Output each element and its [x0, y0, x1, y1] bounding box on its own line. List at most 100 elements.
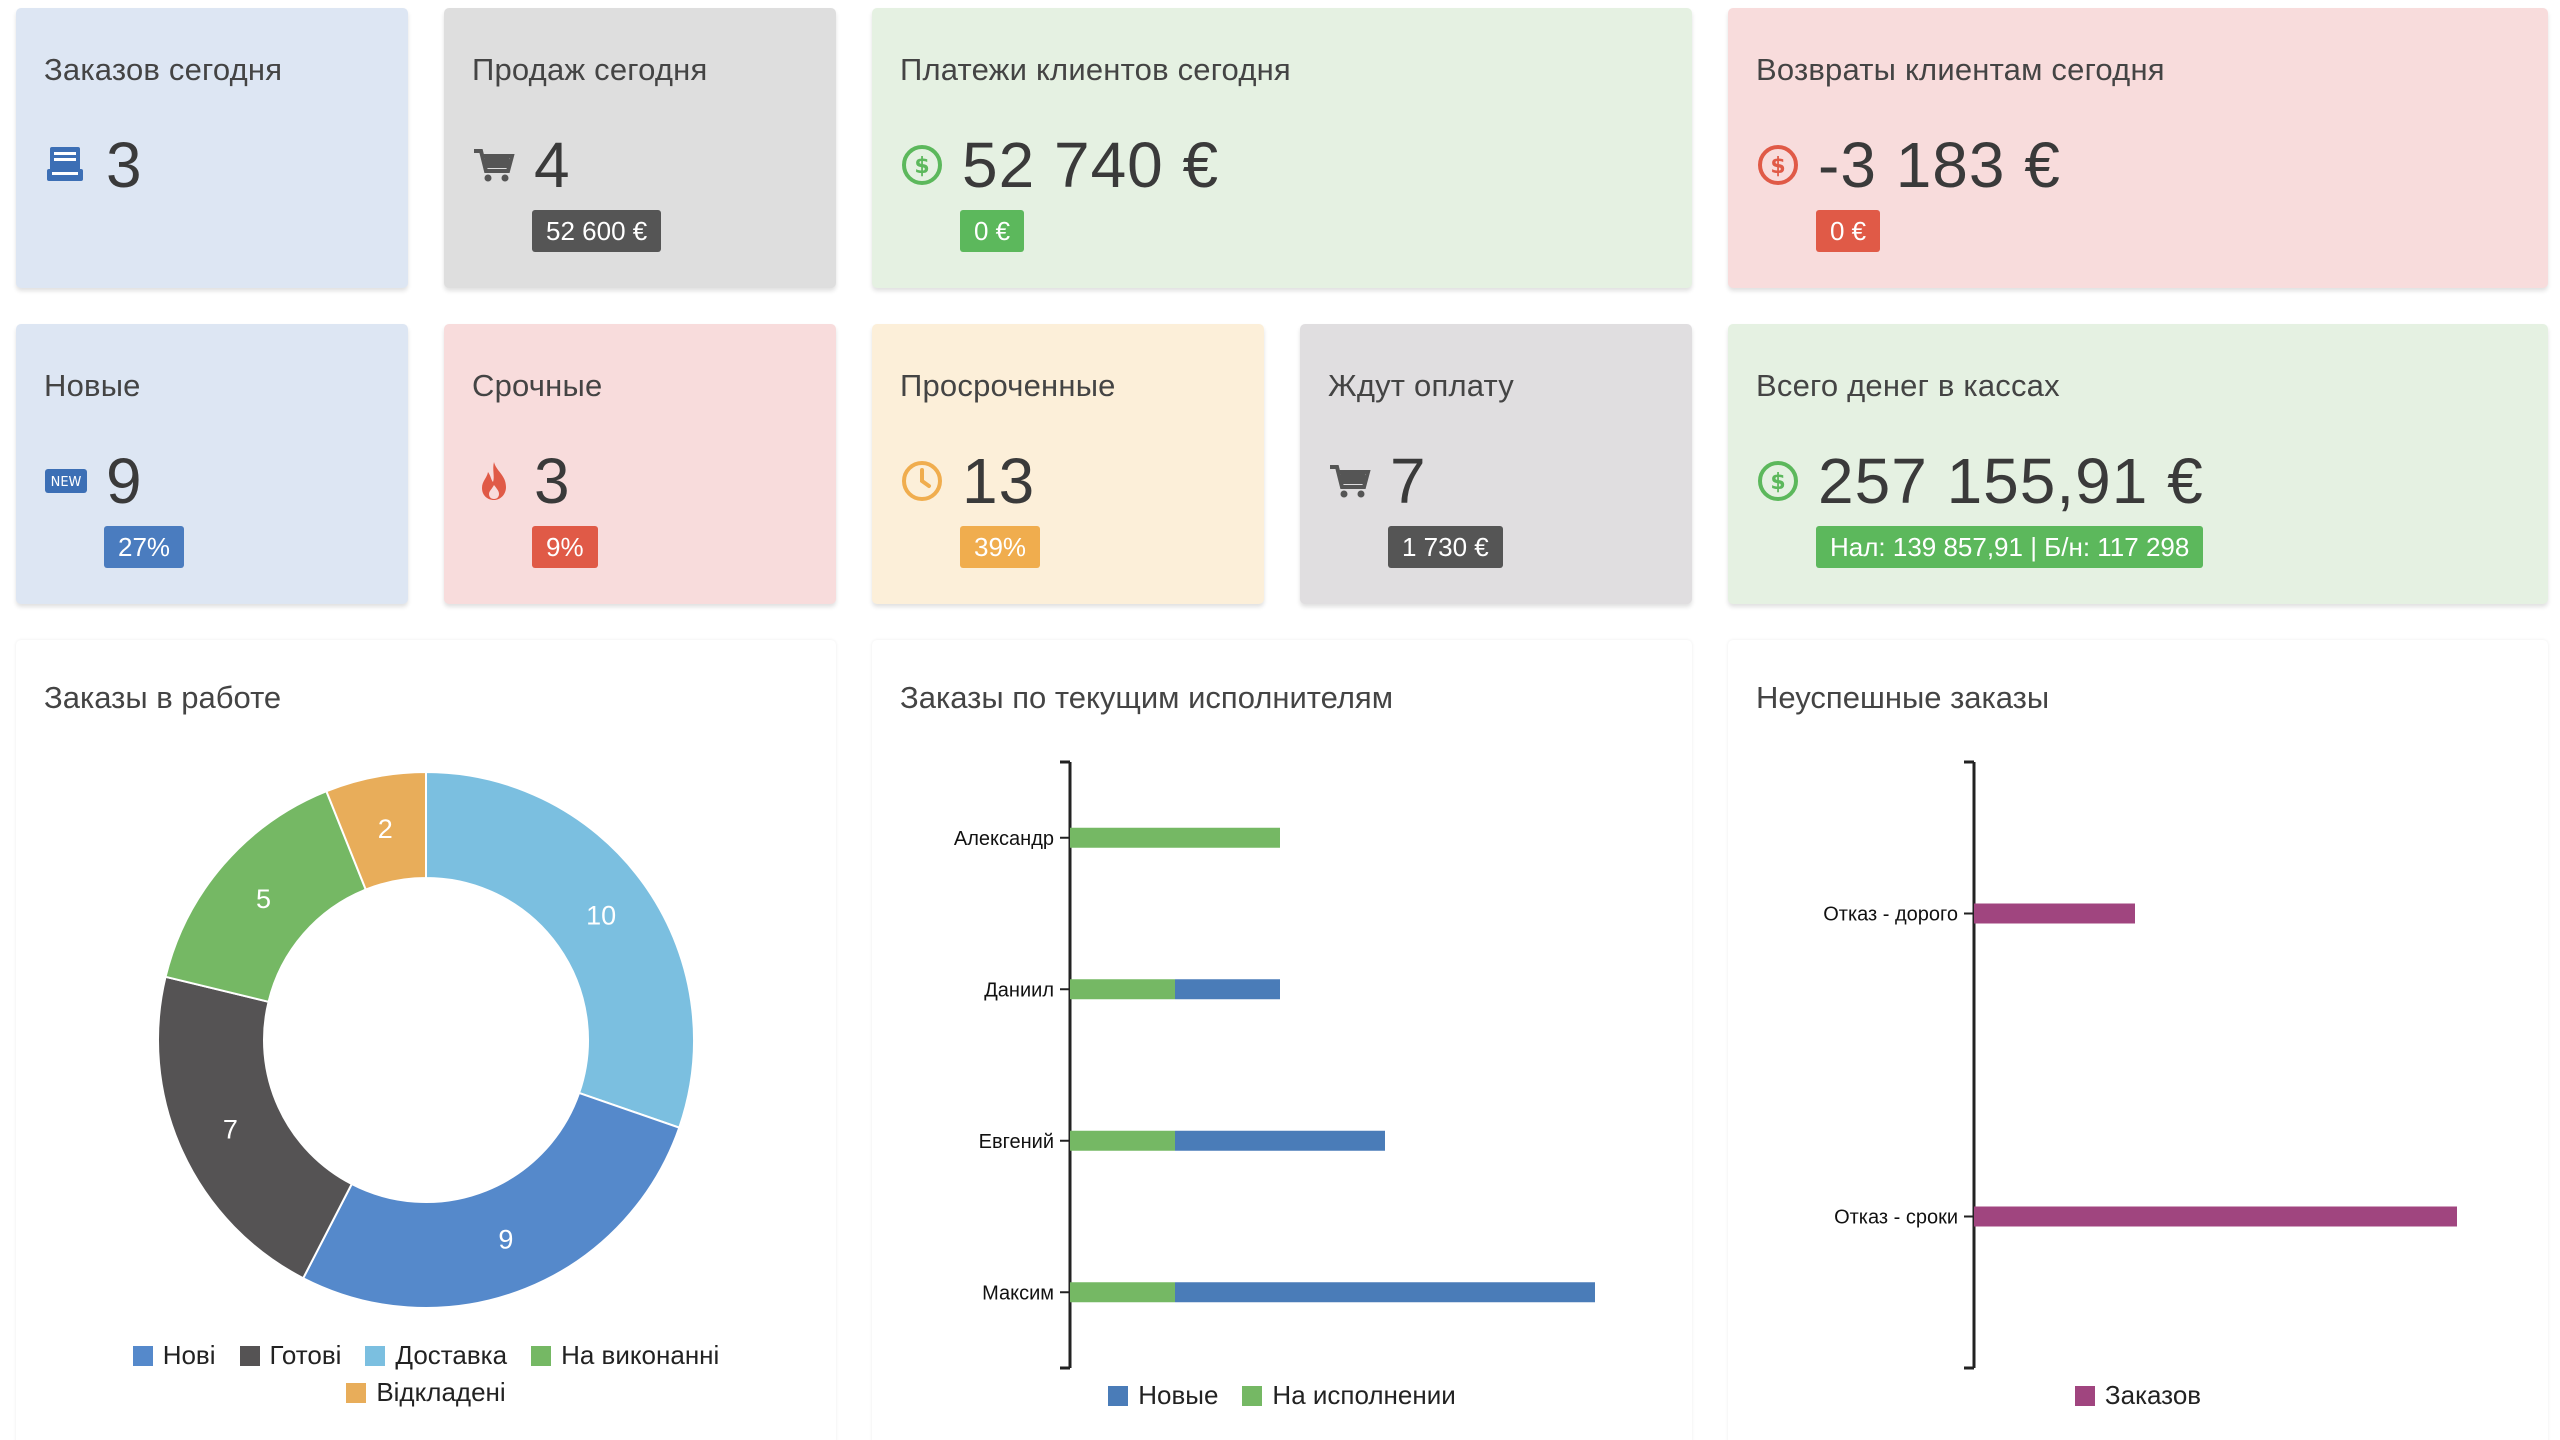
card-badge: 52 600 €	[532, 210, 662, 252]
donut-slice-label: 5	[256, 884, 271, 914]
card-client-payments-today[interactable]: Платежи клиентов сегодня $ 52 740 € 0 €	[872, 8, 1692, 288]
y-tick-label: Отказ - дорого	[1823, 904, 1958, 926]
card-awaiting-payment[interactable]: Ждут оплату 7 1 730 €	[1300, 324, 1692, 604]
card-badge: 27%	[104, 526, 185, 568]
failed-legend-item[interactable]: Заказов	[2074, 1380, 2202, 1411]
card-badge: 0 €	[1816, 210, 1881, 252]
failed-bar-chart: Отказ - дорого Отказ - сроки	[1823, 760, 2457, 1370]
legend-label: Готові	[269, 1340, 342, 1370]
card-value: 3	[106, 129, 143, 201]
bar[interactable]	[1974, 1206, 2457, 1227]
donut-legend-item[interactable]: Нові	[132, 1340, 216, 1371]
new-tag-icon: NEW	[44, 459, 88, 503]
card-value: 257 155,91 €	[1818, 445, 2204, 517]
legend-label: Новые	[1138, 1380, 1219, 1410]
card-value: -3 183 €	[1818, 129, 2061, 201]
donut-legend-item[interactable]: На виконанні	[531, 1340, 719, 1371]
card-title: Возвраты клиентам сегодня	[1756, 52, 2165, 87]
legend-label: Відкладені	[376, 1377, 506, 1407]
new-tag-text: NEW	[51, 475, 82, 490]
y-tick-label: Максим	[982, 1282, 1054, 1304]
card-badge: 39%	[960, 526, 1041, 568]
donut-slice-label: 2	[378, 814, 393, 844]
bar-segment[interactable]	[1175, 979, 1280, 1000]
donut-legend: Нові Готові Доставка На виконанні Відкладені	[16, 1340, 836, 1408]
card-value: 4	[534, 129, 571, 201]
card-orders-today[interactable]: Заказов сегодня 3	[16, 8, 408, 288]
y-tick-label: Александр	[954, 828, 1054, 850]
donut-legend-item[interactable]: Відкладені	[346, 1377, 506, 1408]
bar-segment[interactable]	[1070, 1282, 1175, 1303]
panel-orders-by-assignee: Заказы по текущим исполнителям Александр…	[872, 640, 1692, 1440]
legend-swatch	[1242, 1385, 1263, 1406]
dollar-circle-icon: $	[1756, 143, 1800, 187]
svg-text:$: $	[914, 154, 929, 179]
card-title: Платежи клиентов сегодня	[900, 52, 1291, 87]
card-title: Продаж сегодня	[472, 52, 708, 87]
card-badge: 1 730 €	[1388, 526, 1503, 568]
card-badge: 9%	[532, 526, 598, 568]
svg-text:$: $	[1770, 470, 1785, 495]
donut-legend-item[interactable]: Готові	[239, 1340, 342, 1371]
failed-legend: Заказов	[1728, 1380, 2548, 1411]
cart-icon	[1328, 459, 1372, 503]
y-tick-label: Отказ - сроки	[1834, 1207, 1958, 1229]
donut-chart: 10 9 7 5 2	[157, 770, 695, 1309]
dollar-circle-icon: $	[900, 143, 944, 187]
panel-orders-in-progress: Заказы в работе 10 9 7 5 2 Нові Готові Доставк…	[16, 640, 836, 1440]
bar-segment[interactable]	[1175, 1130, 1385, 1151]
legend-swatch	[1108, 1385, 1129, 1406]
legend-label: Заказов	[2104, 1380, 2202, 1410]
card-title: Новые	[44, 368, 141, 403]
inbox-icon	[44, 143, 88, 187]
bar[interactable]	[1974, 903, 2135, 924]
card-new[interactable]: Новые NEW 9 27%	[16, 324, 408, 604]
assignee-legend-item[interactable]: На исполнении	[1242, 1380, 1456, 1411]
legend-swatch	[365, 1345, 386, 1366]
y-tick-label: Даниил	[984, 979, 1054, 1001]
assignee-legend-item[interactable]: Новые	[1108, 1380, 1218, 1411]
card-title: Просроченные	[900, 368, 1116, 403]
panel-failed-orders: Неуспешные заказы Отказ - дорого Отказ - …	[1728, 640, 2548, 1440]
legend-swatch	[531, 1345, 552, 1366]
donut-slice[interactable]	[425, 770, 695, 1129]
bar-segment[interactable]	[1175, 1282, 1595, 1303]
donut-slice-label: 9	[498, 1225, 513, 1255]
panel-title: Неуспешные заказы	[1756, 680, 2050, 715]
card-title: Всего денег в кассах	[1756, 368, 2060, 403]
assignee-legend: Новые На исполнении	[872, 1380, 1692, 1411]
donut-slice-label: 7	[223, 1114, 238, 1144]
legend-swatch	[346, 1382, 367, 1403]
fire-icon	[472, 459, 516, 503]
card-sales-today[interactable]: Продаж сегодня 4 52 600 €	[444, 8, 836, 288]
card-value: 13	[962, 445, 1036, 517]
legend-label: Нові	[162, 1340, 216, 1370]
dollar-circle-icon: $	[1756, 459, 1800, 503]
bar-segment[interactable]	[1070, 979, 1175, 1000]
card-client-refunds-today[interactable]: Возвраты клиентам сегодня $ -3 183 € 0 €	[1728, 8, 2548, 288]
card-value: 3	[534, 445, 571, 517]
bar-segment[interactable]	[1070, 1130, 1175, 1151]
card-value: 7	[1390, 445, 1427, 517]
card-title: Срочные	[472, 368, 603, 403]
assignee-bar-chart: Александр Даниил Евгений Максим	[954, 760, 1595, 1370]
cart-icon	[472, 143, 516, 187]
card-urgent[interactable]: Срочные 3 9%	[444, 324, 836, 604]
donut-slice-label: 10	[586, 900, 616, 930]
card-badge: Нал: 139 857,91 | Б/н: 117 298	[1816, 526, 2204, 568]
legend-label: На виконанні	[561, 1340, 720, 1370]
donut-slice[interactable]	[301, 1091, 681, 1309]
card-badge: 0 €	[960, 210, 1025, 252]
donut-slice[interactable]	[325, 770, 427, 891]
card-overdue[interactable]: Просроченные 13 39%	[872, 324, 1264, 604]
panel-title: Заказы в работе	[44, 680, 282, 715]
card-total-cash[interactable]: Всего денег в кассах $ 257 155,91 € Нал:…	[1728, 324, 2548, 604]
donut-legend-item[interactable]: Доставка	[365, 1340, 507, 1371]
card-value: 9	[106, 445, 143, 517]
card-title: Ждут оплату	[1328, 368, 1514, 403]
bar-segment[interactable]	[1070, 827, 1280, 848]
card-value: 52 740 €	[962, 129, 1220, 201]
legend-swatch	[132, 1345, 153, 1366]
card-title: Заказов сегодня	[44, 52, 283, 87]
donut-slice[interactable]	[157, 975, 354, 1280]
